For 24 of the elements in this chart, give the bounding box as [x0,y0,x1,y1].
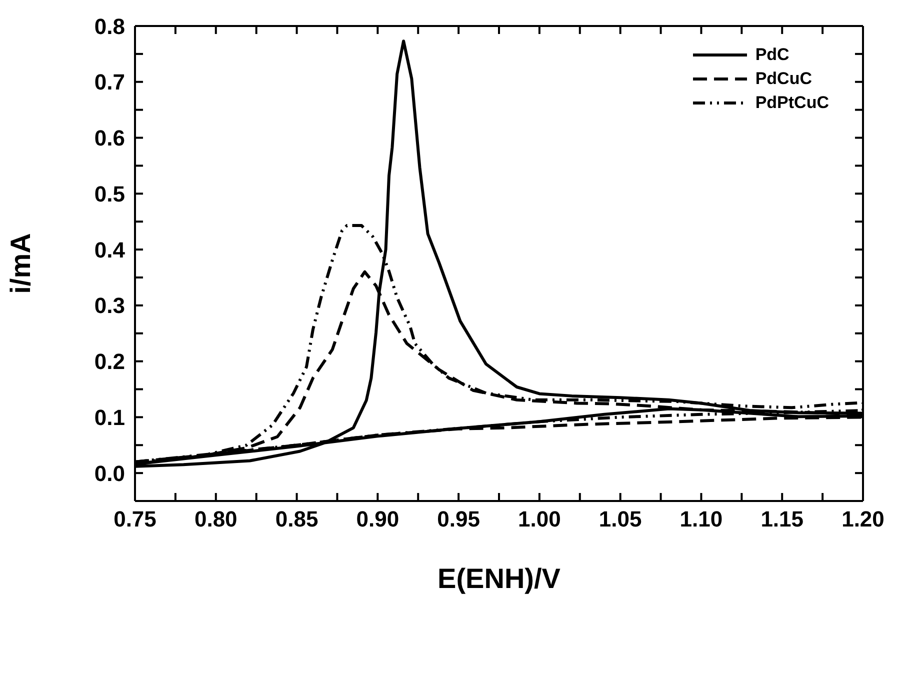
x-tick-label: 0.95 [437,506,480,532]
y-tick-label: 0.1 [94,404,125,430]
y-tick-label: 0.4 [94,237,126,262]
y-tick-label: 0.6 [94,126,125,151]
legend-label: PdPtCuC [755,93,829,113]
x-tick-label: 0.80 [194,506,238,532]
x-tick-label: 0.90 [356,506,400,532]
x-axis-title: E(ENH)/V [438,563,561,594]
x-tick-label: 0.85 [275,506,318,532]
x-tick-label: 1.00 [518,506,561,532]
legend-label: PdCuC [755,69,812,89]
y-tick-label: 0.0 [94,460,125,486]
y-tick-label: 0.3 [94,293,125,318]
legend-label: PdC [755,45,790,65]
y-tick-label: 0.7 [94,70,125,95]
y-tick-label: 0.2 [94,349,125,374]
y-axis-title: i/mA [4,233,36,294]
x-tick-label: 1.10 [680,506,723,532]
x-tick-label: 1.05 [598,506,642,532]
y-tick-label: 0.5 [94,181,125,206]
x-tick-label: 1.15 [760,506,804,532]
x-tick-label: 1.20 [842,506,884,532]
x-tick-label: 0.75 [114,506,156,532]
y-tick-label: 0.8 [94,14,125,39]
